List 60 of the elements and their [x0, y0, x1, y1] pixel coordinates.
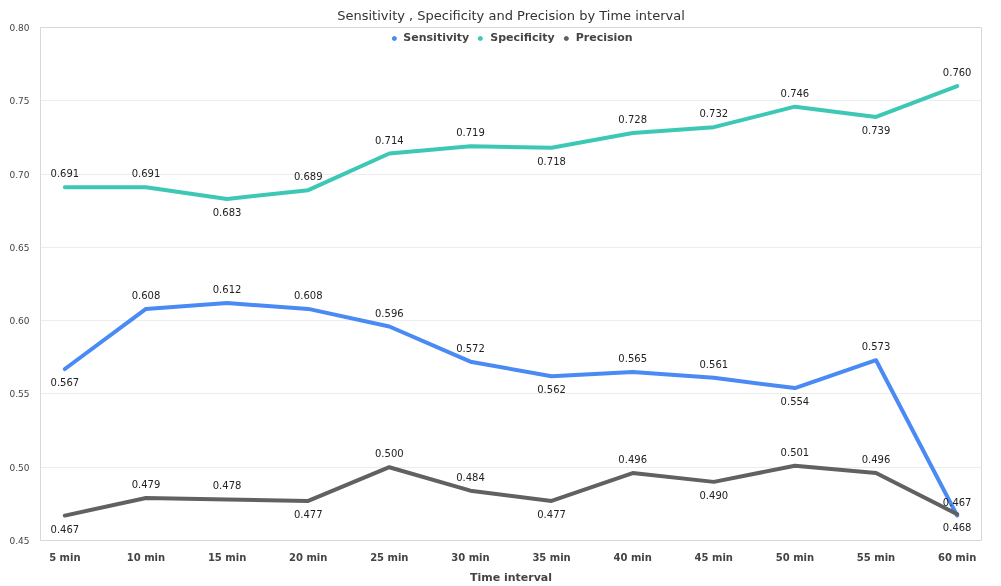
data-label: 0.478 [212, 480, 242, 492]
data-label: 0.608 [131, 289, 161, 301]
x-tick-label: 45 min [694, 551, 733, 563]
data-label: 0.691 [50, 168, 80, 180]
text: 0.70 [9, 169, 30, 180]
legend-label: Precision [575, 31, 633, 44]
data-label: 0.718 [537, 155, 566, 167]
x-tick-label: 35 min [532, 551, 571, 563]
data-label: 0.484 [456, 471, 485, 483]
text: 0.80 [9, 23, 30, 33]
data-label: 0.496 [618, 454, 648, 466]
data-label: 0.760 [942, 67, 972, 79]
legend-label: Specificity [490, 31, 555, 44]
data-label: 0.554 [780, 396, 810, 408]
data-label: 0.501 [780, 446, 810, 458]
chart-title: Sensitivity , Specificity and Precision by Time interval [337, 7, 685, 23]
data-label: 0.565 [618, 352, 648, 364]
data-label: 0.562 [537, 384, 566, 396]
data-label: 0.691 [131, 168, 161, 180]
data-label: 0.567 [50, 377, 80, 389]
data-label: 0.573 [861, 341, 891, 353]
data-label: 0.746 [780, 87, 810, 99]
x-tick-label: 5 min [49, 551, 81, 563]
x-tick-label: 15 min [207, 551, 247, 563]
data-label: 0.596 [375, 307, 404, 319]
data-label: 0.612 [212, 284, 242, 296]
text: 0.50 [9, 462, 30, 473]
data-label: 0.479 [131, 478, 161, 490]
data-label: 0.468 [942, 522, 972, 534]
data-label: 0.467 [50, 523, 80, 535]
data-label: 0.714 [375, 134, 404, 146]
x-tick-label: 50 min [775, 551, 815, 563]
data-label: 0.496 [861, 454, 891, 466]
x-tick-label: 40 min [613, 551, 652, 563]
data-label: 0.561 [699, 358, 729, 370]
data-label: 0.608 [293, 289, 323, 301]
text: 0.55 [9, 389, 30, 400]
data-label: 0.739 [861, 124, 891, 136]
x-tick-label: 25 min [370, 551, 409, 563]
data-label: 0.719 [456, 127, 485, 139]
text: 0.65 [9, 242, 30, 253]
x-tick-label: 20 min [289, 551, 328, 563]
data-label: 0.477 [537, 508, 566, 520]
data-label: 0.732 [699, 108, 729, 120]
data-label: 0.477 [293, 508, 323, 520]
legend-label: Sensitivity [403, 31, 470, 44]
data-label: 0.728 [618, 114, 648, 126]
data-label: 0.689 [293, 171, 323, 183]
data-label: 0.500 [375, 448, 404, 460]
data-label: 0.683 [212, 206, 242, 218]
data-label: 0.490 [699, 489, 729, 501]
data-label: 0.572 [456, 342, 485, 354]
x-tick-label: 60 min [937, 551, 977, 563]
x-tick-label: 30 min [451, 551, 490, 563]
text: 0.60 [9, 316, 30, 327]
text: 0.45 [9, 536, 30, 546]
x-axis-title: Time interval [469, 570, 553, 584]
x-tick-label: 10 min [126, 551, 166, 563]
x-tick-label: 55 min [856, 551, 896, 563]
text: 0.75 [9, 96, 30, 107]
